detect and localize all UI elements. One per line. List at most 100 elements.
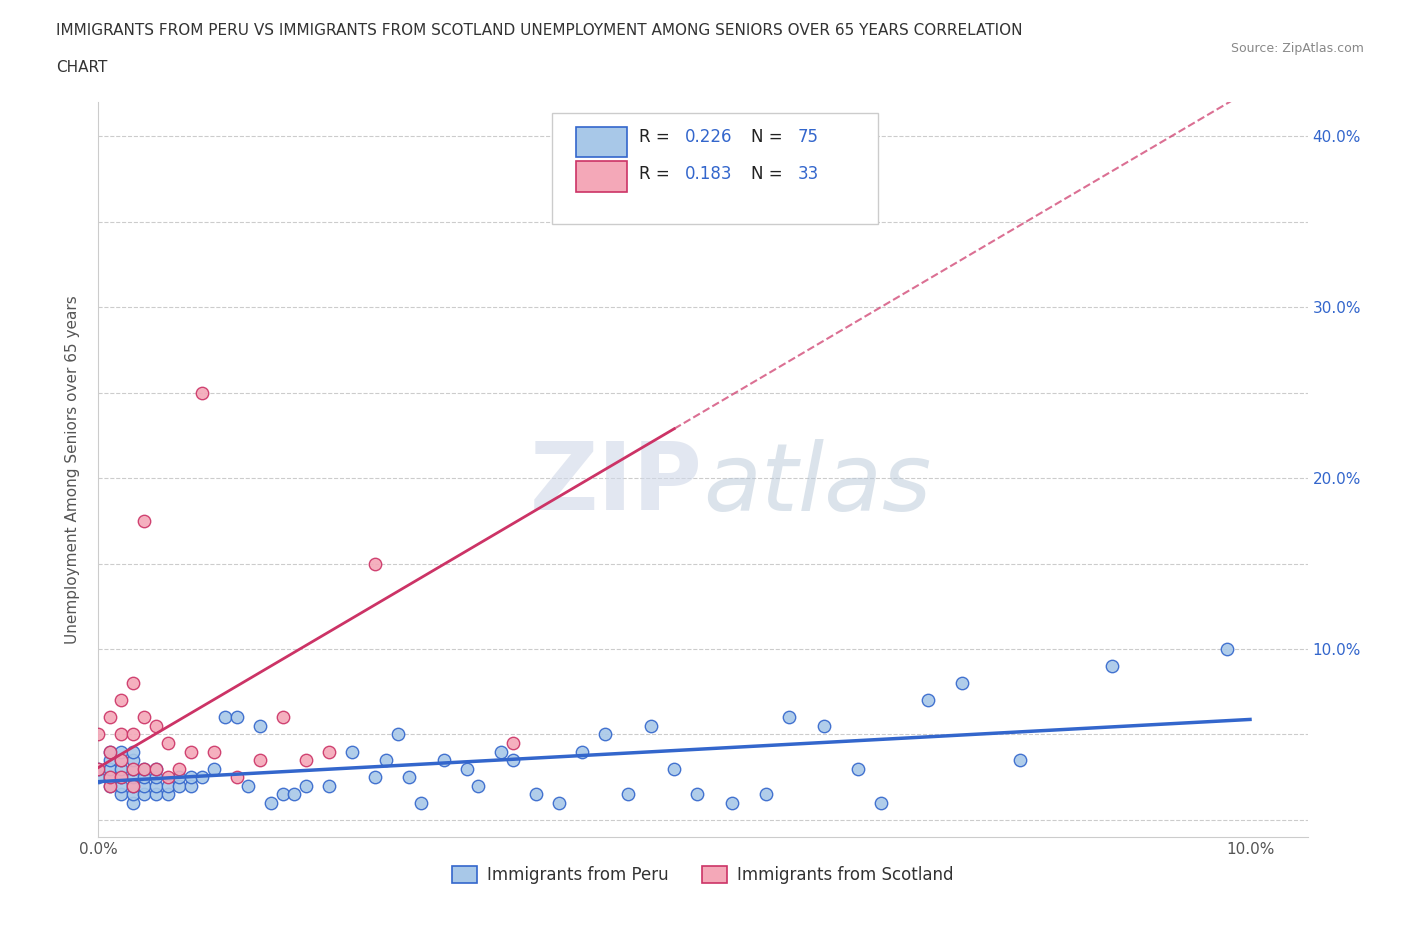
Point [456,762,478,777]
Point [98,744,121,759]
Point [617,787,640,802]
Point [156,736,179,751]
Point [294,752,316,767]
Point [1008,752,1031,767]
Text: Source: ZipAtlas.com: Source: ZipAtlas.com [1230,42,1364,55]
Point [98,778,121,793]
Point [98,710,121,724]
Point [122,752,145,767]
Text: R =: R = [638,127,675,146]
Point [122,762,145,777]
Point [98,762,121,777]
Point [340,744,363,759]
Point [87,762,110,777]
Text: R =: R = [638,165,675,182]
Text: IMMIGRANTS FROM PERU VS IMMIGRANTS FROM SCOTLAND UNEMPLOYMENT AMONG SENIORS OVER: IMMIGRANTS FROM PERU VS IMMIGRANTS FROM … [56,23,1022,38]
Point [145,762,167,777]
Point [110,727,132,742]
Point [191,385,214,400]
Point [225,710,247,724]
Point [122,744,145,759]
Point [433,752,456,767]
Point [755,787,778,802]
Point [134,710,156,724]
Point [167,778,190,793]
Point [167,762,190,777]
Point [283,787,305,802]
Point [110,752,132,767]
Point [156,787,179,802]
Point [122,778,145,793]
Point [387,727,409,742]
Point [813,719,835,734]
Point [271,710,294,724]
Point [134,778,156,793]
Point [180,770,202,785]
Point [375,752,398,767]
Point [225,770,247,785]
Text: atlas: atlas [703,439,931,530]
Point [593,727,616,742]
Point [180,744,202,759]
Text: 0.183: 0.183 [685,165,733,182]
Point [98,770,121,785]
Point [134,787,156,802]
Point [122,770,145,785]
Point [145,770,167,785]
Point [249,752,271,767]
Text: N =: N = [751,127,789,146]
Point [364,770,387,785]
Point [110,770,132,785]
Point [950,676,973,691]
Point [98,770,121,785]
Point [122,787,145,802]
FancyBboxPatch shape [551,113,879,223]
Point [236,778,259,793]
Point [156,778,179,793]
Point [214,710,236,724]
Point [122,795,145,810]
Point [110,693,132,708]
Point [122,676,145,691]
Text: 75: 75 [797,127,818,146]
Point [398,770,420,785]
Point [202,744,225,759]
Point [1216,642,1239,657]
Point [122,778,145,793]
Point [167,770,190,785]
Point [571,744,593,759]
Point [122,727,145,742]
Point [110,762,132,777]
FancyBboxPatch shape [576,126,627,157]
Point [260,795,283,810]
Point [917,693,939,708]
Point [98,752,121,767]
Text: CHART: CHART [56,60,108,75]
Point [686,787,709,802]
Point [87,762,110,777]
Point [134,513,156,528]
Point [191,770,214,785]
Point [145,778,167,793]
Point [145,787,167,802]
Point [110,770,132,785]
Point [98,744,121,759]
Point [156,770,179,785]
Point [122,762,145,777]
Point [364,556,387,571]
Point [548,795,571,810]
Point [134,762,156,777]
Point [640,719,662,734]
Point [1101,658,1123,673]
Y-axis label: Unemployment Among Seniors over 65 years: Unemployment Among Seniors over 65 years [65,296,80,644]
Point [110,744,132,759]
Point [110,787,132,802]
Point [180,778,202,793]
Point [664,172,686,187]
Point [664,762,686,777]
Point [134,762,156,777]
Point [502,736,524,751]
Text: 33: 33 [797,165,818,182]
Point [294,778,316,793]
Point [110,778,132,793]
